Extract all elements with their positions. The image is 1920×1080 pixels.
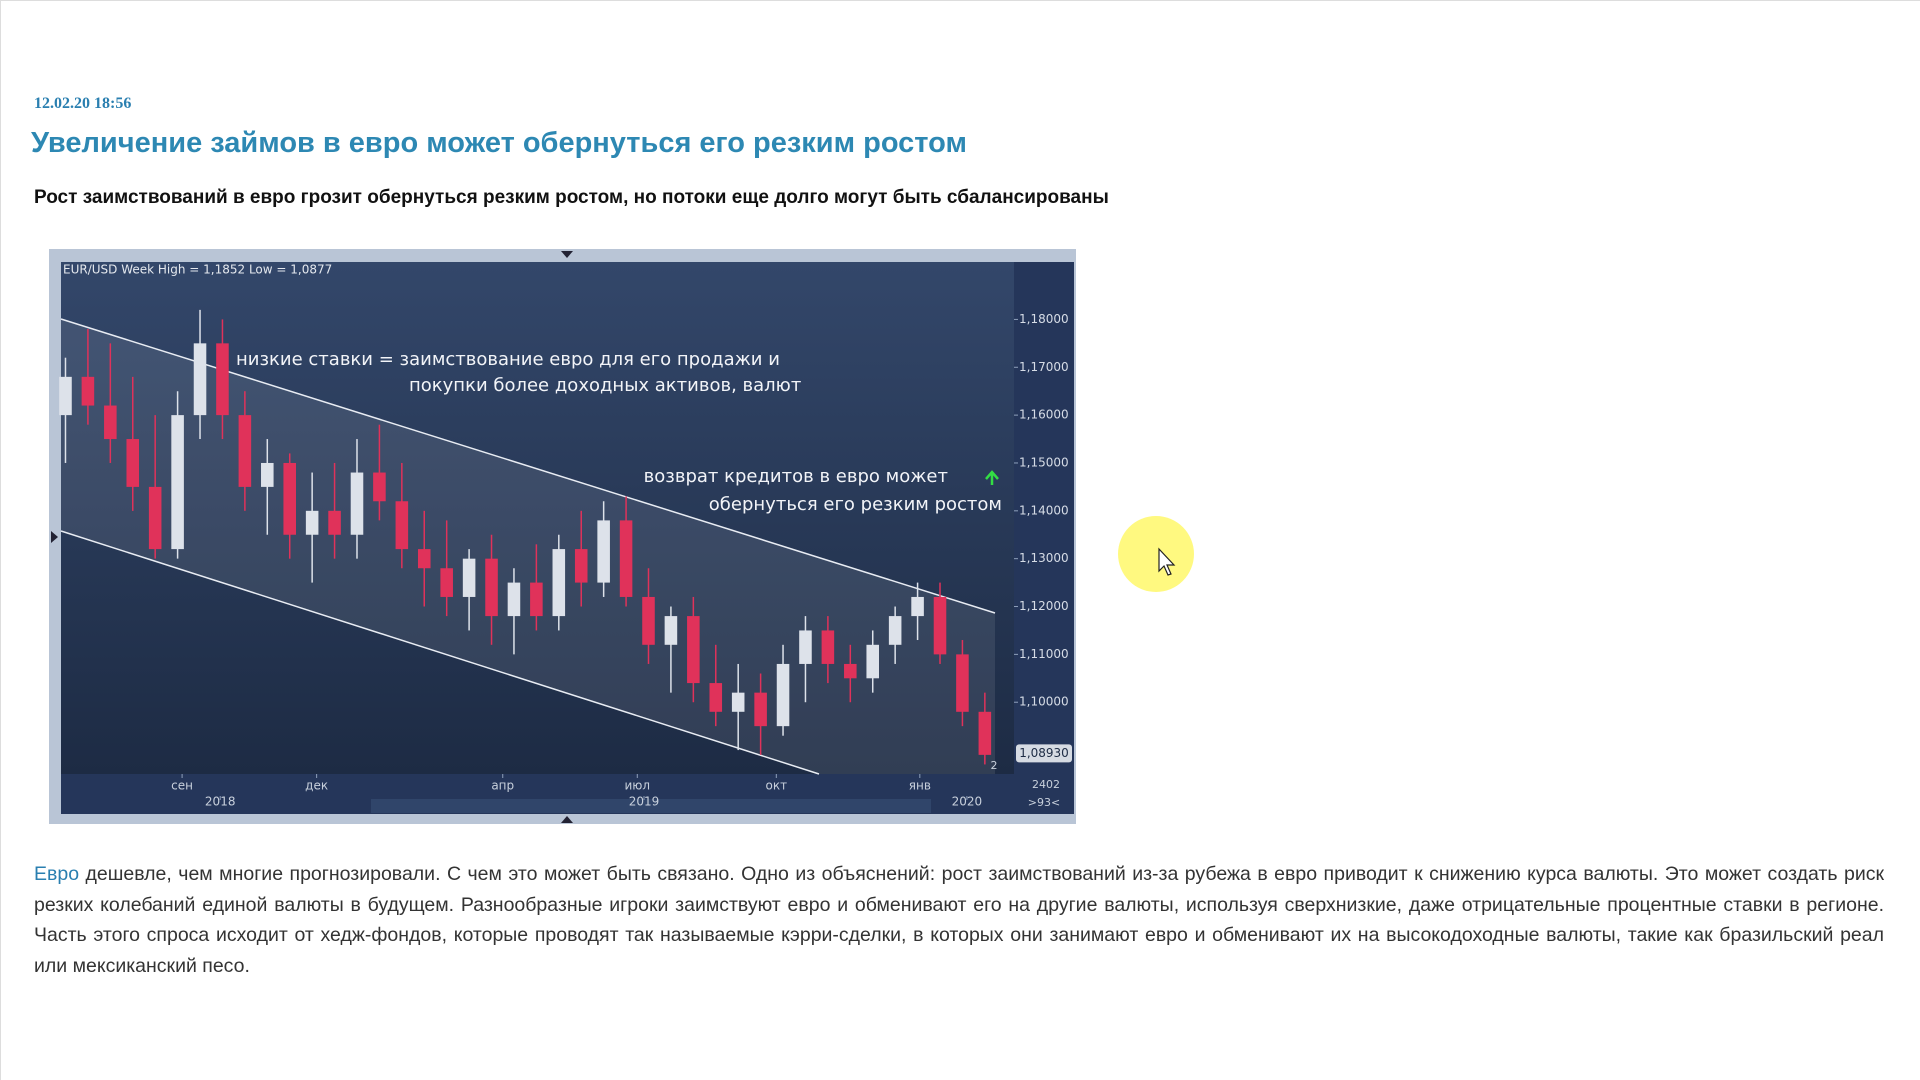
candle-body [978, 711, 992, 755]
handle-marker [561, 816, 573, 823]
candle-body [642, 596, 655, 645]
y-tick-label: 1,10000 [1019, 695, 1069, 709]
candle-body [350, 472, 364, 535]
candle-body [440, 568, 453, 597]
y-tick-label: 1,16000 [1019, 408, 1069, 422]
candle-body [821, 630, 835, 664]
y-tick-label: 1,11000 [1019, 647, 1069, 661]
candle-body [238, 415, 252, 487]
annotation: возврат кредитов в евро может [644, 466, 948, 487]
candle-body [619, 520, 633, 597]
y-tick-label: 1,12000 [1019, 599, 1069, 613]
chart-title: EUR/USD Week High = 1,1852 Low = 1,0877 [63, 263, 332, 277]
candle-body [305, 510, 319, 535]
last-price-box [1016, 744, 1072, 763]
candle-body [216, 343, 229, 416]
y-tick-label: 1,18000 [1019, 312, 1069, 326]
annotation: низкие ставки = заимствование евро для е… [236, 349, 780, 370]
candle-body [485, 558, 498, 617]
candle-body [417, 549, 431, 569]
scroll-bar [371, 799, 931, 813]
annotation: покупки более доходных активов, валют [409, 375, 801, 396]
candle-body [261, 462, 274, 487]
y-tick-label: 1,15000 [1019, 455, 1069, 469]
up-arrow-icon [985, 470, 999, 485]
article-body: Евро дешевле, чем многие прогнозировали.… [34, 859, 1884, 981]
marker-label: 2 [991, 759, 998, 772]
annotation: обернуться его резким ростом [709, 494, 1002, 515]
candle-body [933, 596, 947, 655]
candle-body [373, 472, 386, 502]
candle-body [59, 376, 72, 416]
x-tick-label: июл [624, 779, 650, 793]
year-label: 2019 [629, 795, 660, 809]
date: 12.02.20 18:56 [34, 95, 132, 112]
candle-body [328, 510, 341, 535]
y-tick-label: 1,13000 [1019, 551, 1069, 565]
candle-body [888, 616, 902, 645]
channel-line [60, 530, 820, 775]
x-tick-label: сен [171, 779, 193, 793]
candle-body [171, 415, 184, 550]
candle-body [530, 582, 543, 617]
candle-body [81, 376, 95, 406]
candle-body [731, 692, 745, 712]
candle-body [283, 462, 296, 535]
candle-body [664, 616, 678, 645]
handle-marker [51, 531, 58, 543]
candle-body [754, 692, 767, 727]
last-price-label: 1,08930 [1019, 746, 1069, 760]
candle-body [956, 654, 969, 712]
candle-body [574, 549, 588, 583]
article-lead: Рост заимствований в евро грозит обернут… [34, 187, 1109, 208]
price-axis-panel [1014, 262, 1074, 774]
y-tick-label: 1,14000 [1019, 503, 1069, 517]
cursor-icon [1158, 547, 1176, 576]
candle-body [866, 644, 880, 679]
candle-body [507, 582, 521, 617]
year-label: 2020 [952, 795, 983, 809]
candle-body [844, 663, 857, 679]
candle-body [462, 558, 476, 597]
candle-body [193, 343, 207, 416]
link[interactable]: Евро [34, 863, 80, 885]
y-tick-label: 1,17000 [1019, 360, 1069, 374]
footer-label: >93< [1028, 796, 1060, 809]
footer-label: 2402 [1032, 778, 1060, 791]
cursor-highlight [1118, 516, 1194, 592]
body-text: дешевле, чем многие прогнозировали. С че… [34, 863, 1884, 977]
candle-body [687, 616, 700, 684]
x-tick-label: окт [766, 779, 788, 793]
x-tick-label: апр [491, 779, 514, 793]
candle-body [799, 630, 812, 664]
candle-body [776, 663, 790, 727]
candle-body [126, 439, 140, 487]
candle-body [148, 486, 162, 550]
article-title: Увеличение займов в евро может обернутьс… [31, 127, 967, 159]
channel-fill [61, 319, 995, 774]
candle-body [104, 405, 117, 440]
x-tick-label: дек [305, 779, 328, 793]
handle-marker [561, 251, 573, 258]
year-label: 2018 [205, 795, 236, 809]
candle-body [552, 549, 566, 617]
candle-body [597, 520, 610, 583]
candle-body [709, 683, 723, 712]
candle-body [911, 596, 924, 617]
x-tick-label: янв [909, 779, 931, 793]
candle-body [395, 501, 409, 550]
